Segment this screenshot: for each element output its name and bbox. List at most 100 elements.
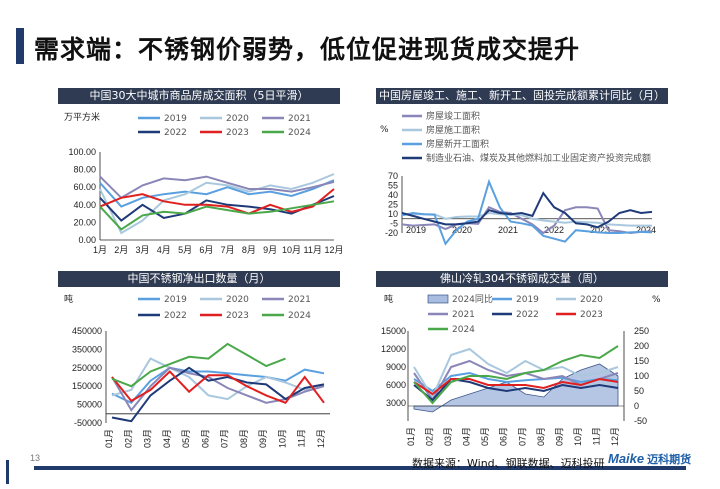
chart4-xtick: 02月 (425, 427, 435, 446)
chart1-title: 中国30大中城市商品房成交面积（5日平滑） (58, 88, 340, 104)
chart4-svg: 吨 % 2024同比 2019 2020 2021 2022 2023 2024 15000 120… (381, 293, 661, 446)
logo-cn-text: 迈科期货 (647, 453, 692, 466)
chart4-panel: 佛山冷轧304不锈钢成交量（周） 吨% 2024同比 2019 2020 2021 202… (376, 271, 668, 451)
chart3-ytick: 350000 (72, 344, 102, 354)
chart3-xtick: 11月 (297, 429, 307, 447)
chart3-xtick: 07月 (220, 429, 230, 448)
chart4-ytick-right: 100 (634, 371, 649, 381)
chart4-unit-right: % (652, 295, 661, 305)
chart3-panel: 中国不锈钢净出口数量（月） 吨 2019 2020 2021 2022 2023 2024 4… (58, 271, 340, 451)
chart4-title: 佛山冷轧304不锈钢成交量（周） (376, 271, 668, 287)
legend-label-2023: 2023 (226, 128, 249, 138)
chart1-xtick: 4月 (157, 245, 171, 255)
chart3-xtick: 02月 (123, 429, 133, 448)
chart3-ytick: 150000 (72, 381, 102, 391)
chart1-xtick: 1月 (93, 245, 107, 255)
chart1-svg: 万平方米 2019 2020 2021 2022 2023 2024 100.00 80.00 6… (64, 111, 344, 255)
chart1-xtick: 8月 (242, 245, 256, 255)
chart1-ytick: 0.00 (78, 235, 96, 245)
legend-label-2024: 2024 (288, 311, 311, 321)
chart4-ytick-left: 12000 (381, 344, 406, 354)
chart2-xtick: 2023 (590, 225, 610, 235)
chart2-xtick: 2024 (636, 225, 656, 235)
data-source-note: 数据来源：Wind、钢联数据、迈科投研 (412, 457, 605, 470)
chart1-ytick: 40.00 (73, 200, 96, 210)
chart1-xtick: 11月 (304, 245, 322, 255)
legend-label-2022: 2022 (164, 311, 187, 321)
chart3-xtick: 03月 (143, 429, 153, 448)
chart4-xtick: 08月 (536, 427, 546, 446)
title-accent-bar (16, 28, 24, 64)
chart1-ytick: 80.00 (73, 165, 96, 175)
chart1-xtick: 12月 (324, 245, 343, 255)
chart3-ytick: -50000 (74, 418, 102, 428)
chart1-xtick: 6月 (199, 245, 213, 255)
chart4-xtick: 12月 (610, 427, 620, 446)
chart2-legend-label: 制造业石油、煤炭及其他燃料加工业固定资产投资完成额 (426, 152, 651, 164)
chart4-series-2019 (413, 371, 619, 393)
chart3-xtick: 12月 (316, 429, 326, 448)
chart1-series-2021 (99, 175, 335, 200)
chart1-xtick: 3月 (136, 245, 150, 255)
chart2-title: 中国房屋竣工、施工、新开工、固投完成额累计同比（月） (376, 88, 668, 104)
chart2-ytick: -20 (385, 228, 398, 238)
chart4-ytick-left: 3000 (386, 398, 406, 408)
legend-label-2022: 2022 (164, 128, 187, 138)
chart4-ytick-right: 50 (634, 386, 644, 396)
chart4-xtick: 01月 (406, 427, 416, 446)
chart1-panel: 中国30大中城市商品房成交面积（5日平滑） 万平方米 2019 2020 2021 20… (58, 88, 344, 260)
chart2-ytick: 55 (388, 181, 398, 191)
company-logo: Maike 迈科期货 (608, 451, 691, 467)
chart2-xtick: 2019 (406, 225, 426, 235)
chart4-series-2020 (413, 347, 619, 400)
chart3-xtick: 01月 (104, 429, 114, 448)
chart2-ytick: 70 (388, 171, 398, 181)
chart4-xtick: 10月 (573, 427, 583, 446)
chart3-xtick: 10月 (277, 429, 287, 448)
chart3-ytick: 50000 (77, 400, 102, 410)
chart2-legend-label: 房屋新开工面积 (426, 138, 489, 150)
chart3-svg: 吨 2019 2020 2021 2022 2023 2024 450000 350000 250… (64, 293, 330, 448)
legend-label-2024: 2024 (288, 128, 311, 138)
chart4-ytick-right: -50 (634, 416, 647, 426)
chart3-series-2019 (111, 366, 325, 405)
chart4-unit-left: 吨 (384, 293, 393, 305)
chart4-ytick-right: 150 (634, 356, 649, 366)
chart3-xtick: 05月 (181, 429, 191, 448)
chart2-series (401, 211, 652, 227)
chart3-series-2020 (111, 357, 325, 401)
footer-divider (34, 466, 686, 470)
chart2-xtick: 2021 (498, 225, 518, 235)
chart3-series-2024 (111, 342, 286, 388)
chart3-series-2023 (111, 370, 325, 405)
chart1-xtick: 5月 (178, 245, 192, 255)
page-number: 13 (30, 453, 41, 463)
chart1-ytick: 20.00 (73, 217, 96, 227)
chart3-xtick: 08月 (239, 429, 249, 448)
page-title: 需求端：不锈钢价弱势，低位促进现货成交提升 (34, 35, 581, 64)
chart4-legend-label: 2020 (580, 295, 603, 305)
chart4-legend-label: 2024同比 (452, 293, 493, 305)
chart4-legend-label: 2022 (516, 310, 539, 320)
chart2-series (401, 191, 653, 229)
chart1-xtick: 10月 (282, 245, 301, 255)
chart4-ytick-left: 6000 (386, 380, 406, 390)
legend-label-2019: 2019 (164, 114, 187, 124)
chart4-xtick: 07月 (517, 427, 527, 446)
chart4-ytick-left: 15000 (381, 326, 406, 336)
chart1-ytick: 100.00 (68, 147, 96, 157)
chart2-legend-label: 房屋竣工面积 (426, 110, 480, 122)
legend-label-2020: 2020 (226, 295, 249, 305)
chart4-ytick-right: 200 (634, 341, 649, 351)
chart4-xtick: 11月 (591, 427, 601, 445)
chart3-xtick: 09月 (258, 429, 268, 448)
chart3-xtick: 04月 (162, 429, 172, 448)
chart1-series-2019 (99, 179, 335, 208)
legend-label-2020: 2020 (226, 114, 249, 124)
chart4-area-yoy (413, 363, 619, 413)
logo-text: Maike (608, 451, 645, 466)
chart4-ytick-left: 9000 (386, 362, 406, 372)
legend-label-2019: 2019 (164, 295, 187, 305)
chart2-ytick: 40 (388, 190, 398, 200)
chart2-ytick: 25 (388, 200, 398, 210)
